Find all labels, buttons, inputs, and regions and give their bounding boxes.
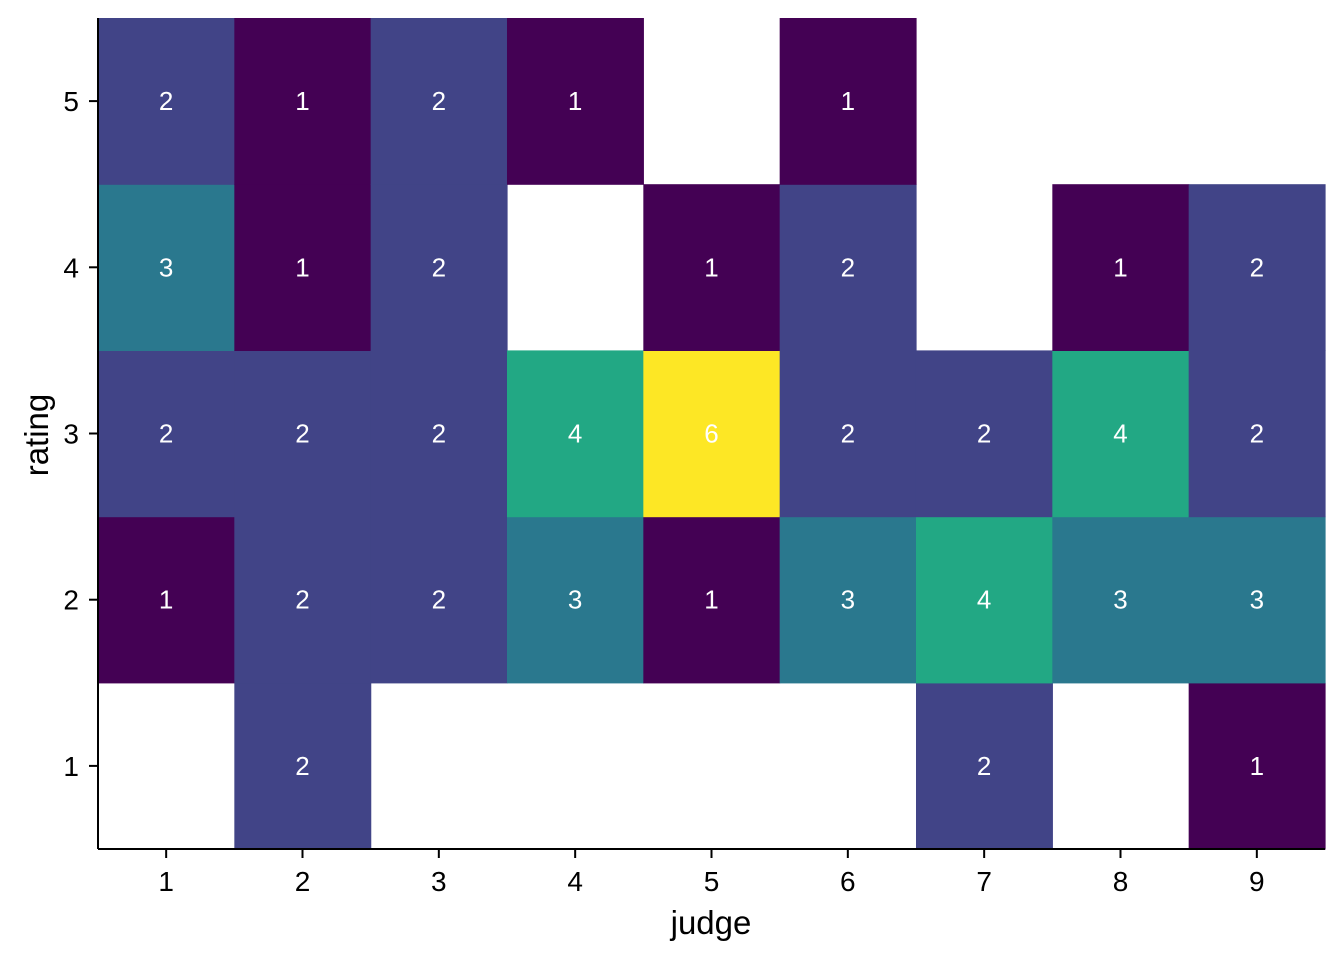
heatmap-cell-judge1-rating2 (98, 516, 235, 684)
heatmap-cell-judge2-rating3 (234, 350, 372, 518)
heatmap-cell-judge7-rating1 (915, 682, 1053, 850)
cell-label-judge9-rating2: 3 (1250, 585, 1264, 615)
x-axis-ticks: 1 2 3 4 5 6 7 8 9 (158, 849, 1265, 897)
cell-label-judge6-rating3: 2 (841, 419, 855, 449)
cell-label-judge1-rating4: 3 (159, 252, 173, 282)
y-tick-label-1: 1 (63, 751, 79, 782)
y-axis-title: rating (18, 394, 55, 477)
heatmap-cell-judge9-rating3 (1188, 350, 1326, 518)
cell-label-judge2-rating1: 2 (295, 751, 309, 781)
cell-label-judge5-rating3: 6 (704, 419, 718, 449)
cell-label-judge2-rating4: 1 (295, 252, 309, 282)
x-tick-label-3: 3 (431, 866, 447, 897)
heatmap-cell-judge5-rating4 (643, 184, 781, 351)
cell-label-judge9-rating1: 1 (1250, 751, 1264, 781)
cell-label-judge6-rating5: 1 (841, 86, 855, 116)
cell-label-judge8-rating4: 1 (1113, 252, 1127, 282)
heatmap-cell-judge2-rating4 (234, 184, 372, 351)
x-axis-title: judge (670, 904, 752, 941)
heatmap-cell-judge2-rating1 (234, 682, 372, 850)
heatmap-cell-judge4-rating5 (506, 18, 644, 185)
heatmap-cell-judge9-rating2 (1188, 516, 1326, 684)
y-tick-label-3: 3 (63, 419, 79, 450)
heatmap-cells (98, 18, 1326, 850)
heatmap-cell-judge8-rating2 (1052, 516, 1190, 684)
heatmap-cell-judge8-rating4 (1052, 184, 1190, 351)
x-tick-label-6: 6 (840, 866, 856, 897)
x-tick-label-4: 4 (567, 866, 583, 897)
heatmap-cell-judge1-rating5 (98, 18, 235, 185)
heatmap-cell-judge9-rating1 (1188, 682, 1326, 850)
x-tick-label-1: 1 (158, 866, 174, 897)
cell-label-judge1-rating2: 1 (159, 585, 173, 615)
cell-label-judge7-rating2: 4 (977, 585, 991, 615)
x-tick-label-5: 5 (704, 866, 720, 897)
heatmap-cell-judge3-rating4 (370, 184, 508, 351)
y-tick-label-2: 2 (63, 585, 79, 616)
heatmap-cell-judge1-rating3 (98, 350, 235, 518)
heatmap-cell-judge3-rating5 (370, 18, 508, 185)
x-tick-label-9: 9 (1249, 866, 1265, 897)
cell-label-judge3-rating4: 2 (432, 252, 446, 282)
cell-label-judge9-rating3: 2 (1250, 419, 1264, 449)
cell-label-judge8-rating3: 4 (1113, 419, 1127, 449)
y-tick-label-5: 5 (63, 86, 79, 117)
cell-label-judge4-rating2: 3 (568, 585, 582, 615)
cell-label-judge9-rating4: 2 (1250, 252, 1264, 282)
heatmap-cell-judge4-rating2 (506, 516, 644, 684)
heatmap-cell-judge6-rating3 (779, 350, 917, 518)
cell-label-judge4-rating3: 4 (568, 419, 582, 449)
heatmap-cell-judge3-rating2 (370, 516, 508, 684)
cell-label-judge6-rating4: 2 (841, 252, 855, 282)
heatmap-cell-judge6-rating4 (779, 184, 917, 351)
heatmap-cell-judge2-rating2 (234, 516, 372, 684)
cell-label-judge8-rating2: 3 (1113, 585, 1127, 615)
cell-label-judge4-rating5: 1 (568, 86, 582, 116)
heatmap-cell-judge1-rating4 (98, 184, 235, 351)
heatmap-cell-judge4-rating3 (506, 350, 644, 518)
cell-label-judge5-rating2: 1 (704, 585, 718, 615)
cell-label-judge2-rating3: 2 (295, 419, 309, 449)
cell-label-judge3-rating5: 2 (432, 86, 446, 116)
cell-label-judge3-rating2: 2 (432, 585, 446, 615)
cell-label-judge1-rating3: 2 (159, 419, 173, 449)
x-tick-label-8: 8 (1113, 866, 1129, 897)
heatmap-cell-judge7-rating2 (915, 516, 1053, 684)
cell-label-judge3-rating3: 2 (432, 419, 446, 449)
y-axis-ticks: 1 2 3 4 5 (63, 86, 98, 782)
cell-label-judge5-rating4: 1 (704, 252, 718, 282)
x-tick-label-7: 7 (976, 866, 992, 897)
heatmap-cell-judge6-rating2 (779, 516, 917, 684)
heatmap-cell-judge5-rating2 (643, 516, 781, 684)
heatmap-cell-judge6-rating5 (779, 18, 917, 185)
heatmap-cell-judge2-rating5 (234, 18, 372, 185)
cell-label-judge7-rating1: 2 (977, 751, 991, 781)
cell-label-judge2-rating2: 2 (295, 585, 309, 615)
x-tick-label-2: 2 (295, 866, 311, 897)
y-tick-label-4: 4 (63, 252, 79, 283)
heatmap-cell-judge9-rating4 (1188, 184, 1326, 351)
cell-label-judge2-rating5: 1 (295, 86, 309, 116)
cell-label-judge7-rating3: 2 (977, 419, 991, 449)
heatmap-cell-judge8-rating3 (1052, 350, 1190, 518)
heatmap-cell-judge7-rating3 (915, 350, 1053, 518)
heatmap-cell-judge3-rating3 (370, 350, 508, 518)
cell-label-judge6-rating2: 3 (841, 585, 855, 615)
heatmap-cell-judge5-rating3 (643, 350, 781, 518)
cell-label-judge1-rating5: 2 (159, 86, 173, 116)
